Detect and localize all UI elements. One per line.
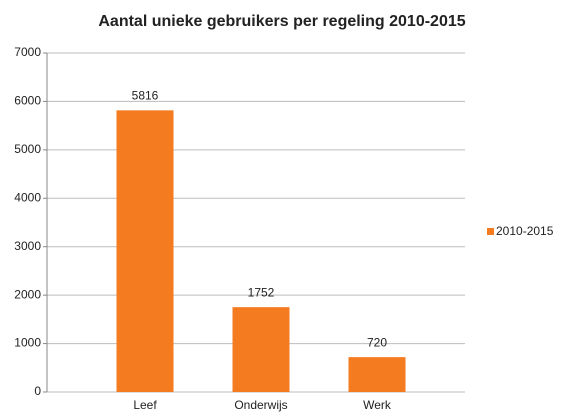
y-tick-label: 4000 [14,190,41,204]
chart-title: Aantal unieke gebruikers per regeling 20… [98,13,465,30]
x-tick-label: Werk [363,398,392,412]
bar [232,307,290,392]
y-tick-label: 5000 [14,142,41,156]
x-tick-label: Leef [133,398,157,412]
data-label: 5816 [132,89,159,103]
data-label: 720 [367,335,387,349]
x-tick-label: Onderwijs [234,398,287,412]
y-tick-label: 2000 [14,287,41,301]
legend-swatch [487,228,494,235]
bar [116,110,174,393]
legend-label: 2010-2015 [496,224,554,238]
bar [348,357,406,392]
y-tick-label: 6000 [14,94,41,108]
y-tick-label: 1000 [14,336,41,350]
data-label: 1752 [248,285,275,299]
y-tick-label: 3000 [14,239,41,253]
y-tick-label: 0 [34,384,41,398]
y-tick-label: 7000 [14,45,41,59]
